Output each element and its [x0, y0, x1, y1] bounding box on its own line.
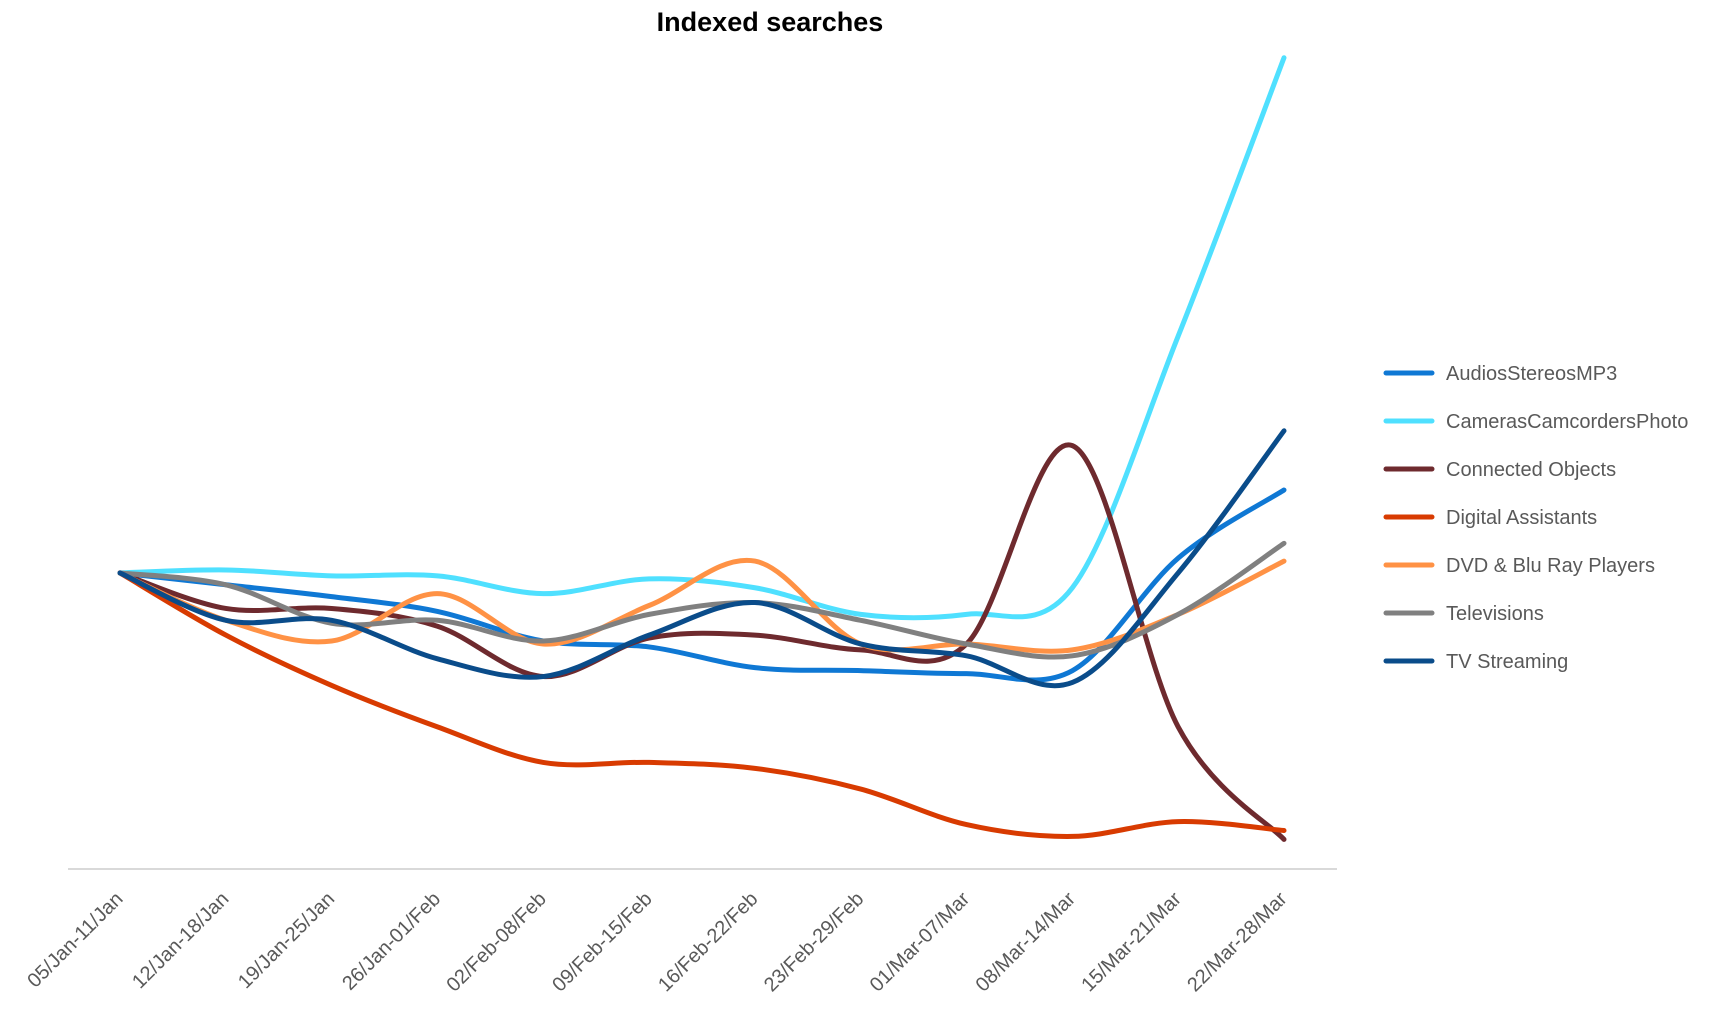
legend-label: DVD & Blu Ray Players [1446, 555, 1655, 577]
series-line-connected-objects [117, 442, 1287, 842]
x-tick-label: 05/Jan-11/Jan [23, 888, 127, 992]
legend-label: CamerasCamcordersPhoto [1446, 411, 1688, 433]
series-line-digital-assistants [117, 570, 1287, 839]
x-tick-label: 01/Mar-07/Mar [866, 888, 975, 997]
legend-item: AudiosStereosMP3 [1383, 363, 1617, 385]
legend: AudiosStereosMP3 CamerasCamcordersPhoto Co… [1383, 363, 1688, 673]
series-lines [117, 55, 1287, 842]
legend-item: DVD & Blu Ray Players [1383, 555, 1655, 577]
x-tick-label: 19/Jan-25/Jan [234, 888, 339, 993]
x-tick-label: 16/Feb-22/Feb [654, 888, 762, 996]
x-tick-label: 22/Mar-28/Mar [1183, 888, 1292, 997]
series-line-camerascamcordersphoto [117, 55, 1287, 621]
x-tick-label: 26/Jan-01/Feb [338, 888, 445, 995]
legend-item: CamerasCamcordersPhoto [1383, 411, 1688, 433]
chart-title: Indexed searches [657, 7, 884, 37]
legend-item: Connected Objects [1383, 459, 1616, 481]
legend-label: AudiosStereosMP3 [1446, 363, 1617, 385]
series-line-dvd-blu-ray-players [117, 557, 1287, 654]
legend-item: Digital Assistants [1383, 507, 1597, 529]
legend-label: Televisions [1446, 603, 1544, 625]
x-tick-label: 02/Feb-08/Feb [442, 888, 550, 996]
legend-label: Digital Assistants [1446, 507, 1597, 529]
legend-label: Connected Objects [1446, 459, 1616, 481]
legend-item: Televisions [1383, 603, 1544, 625]
x-tick-label: 12/Jan-18/Jan [128, 888, 233, 993]
x-axis-tick-labels: 05/Jan-11/Jan 12/Jan-18/Jan 19/Jan-25/Jan 2… [23, 888, 1291, 997]
x-tick-label: 23/Feb-29/Feb [760, 888, 868, 996]
x-tick-label: 08/Mar-14/Mar [972, 888, 1081, 997]
x-tick-label: 09/Feb-15/Feb [548, 888, 656, 996]
x-tick-label: 15/Mar-21/Mar [1077, 888, 1186, 997]
series-line-tv-streaming [117, 428, 1287, 689]
legend-item: TV Streaming [1383, 651, 1568, 673]
legend-label: TV Streaming [1446, 651, 1568, 673]
